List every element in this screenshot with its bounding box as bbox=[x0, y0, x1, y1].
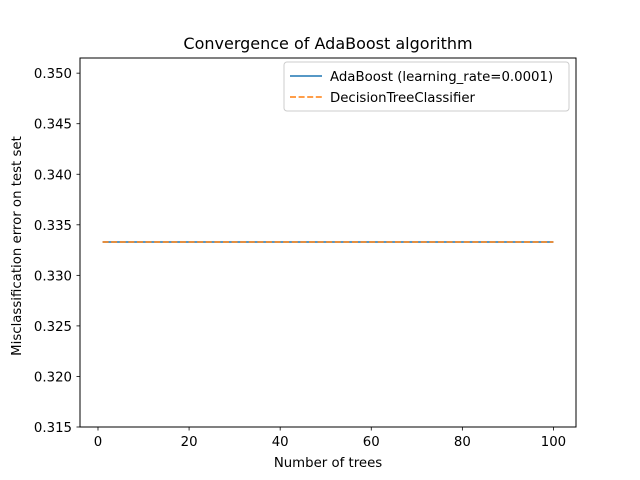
y-tick-label-0: 0.315 bbox=[34, 421, 72, 436]
plot-area bbox=[79, 57, 577, 428]
x-tick-label-2: 40 bbox=[272, 435, 289, 450]
x-tick-label-5: 100 bbox=[541, 435, 566, 450]
x-axis: 0 20 40 60 80 100 bbox=[94, 427, 566, 450]
chart-title: Convergence of AdaBoost algorithm bbox=[183, 34, 472, 53]
plot-frame bbox=[79, 57, 577, 428]
y-tick-label-3: 0.330 bbox=[34, 269, 72, 284]
x-tick-label-4: 80 bbox=[454, 435, 471, 450]
y-tick-label-7: 0.350 bbox=[34, 67, 72, 82]
x-tick-label-3: 60 bbox=[363, 435, 380, 450]
y-tick-label-1: 0.320 bbox=[34, 370, 72, 385]
y-tick-label-4: 0.335 bbox=[34, 219, 72, 234]
y-tick-label-6: 0.345 bbox=[34, 118, 72, 133]
y-axis: 0.315 0.320 0.325 0.330 0.335 0.340 0.345 0.350 bbox=[34, 67, 80, 436]
x-tick-label-0: 0 bbox=[94, 435, 102, 450]
y-tick-label-2: 0.325 bbox=[34, 320, 72, 335]
legend: AdaBoost (learning_rate=0.0001) Decision… bbox=[283, 61, 570, 112]
legend-label-adaboost: AdaBoost (learning_rate=0.0001) bbox=[330, 70, 553, 85]
y-tick-label-5: 0.340 bbox=[34, 168, 72, 183]
x-tick-label-1: 20 bbox=[181, 435, 198, 450]
legend-label-decision-tree: DecisionTreeClassifier bbox=[330, 91, 476, 106]
legend-frame bbox=[283, 61, 570, 112]
x-axis-title: Number of trees bbox=[274, 456, 382, 471]
y-axis-title: Misclassification error on test set bbox=[10, 136, 25, 356]
